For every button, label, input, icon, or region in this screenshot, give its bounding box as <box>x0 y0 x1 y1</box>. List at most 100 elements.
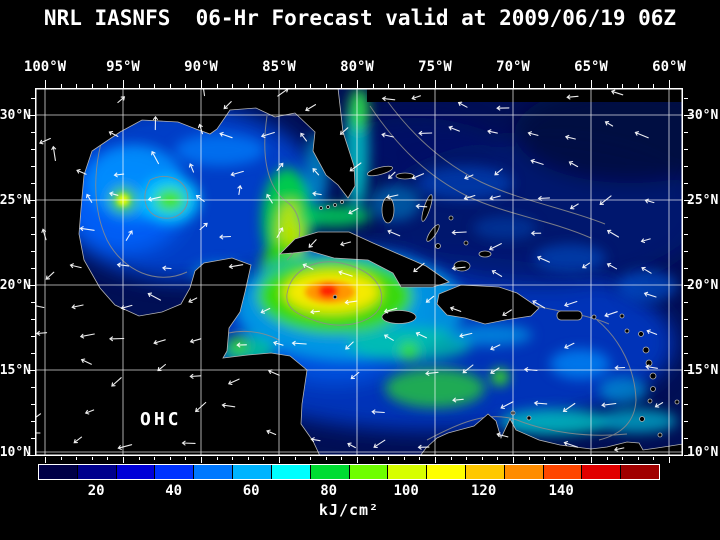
axis-tick-mark <box>372 84 374 88</box>
axis-tick-mark <box>403 84 405 88</box>
axis-tick-mark <box>325 84 327 88</box>
land-jamaica <box>381 310 417 324</box>
lon-tick-label: 60°W <box>652 59 686 75</box>
lon-axis-top: 100°W 95°W 90°W 85°W 80°W 75°W 70°W 65°W 60°W <box>24 59 686 77</box>
axis-tick-mark <box>310 84 312 88</box>
colorbar: 20 40 60 80 100 120 140 kJ/cm² <box>38 464 660 524</box>
colorbar-segment <box>504 465 543 479</box>
axis-tick-mark <box>684 149 688 150</box>
axis-tick-mark <box>684 370 692 371</box>
axis-tick-mark <box>684 404 688 405</box>
axis-tick-mark <box>559 84 561 88</box>
colorbar-segment <box>621 465 659 479</box>
axis-tick-mark <box>107 457 109 460</box>
colorbar-tick-label: 100 <box>393 483 419 499</box>
axis-tick-mark <box>450 457 452 460</box>
axis-tick-mark <box>31 183 35 184</box>
axis-tick-mark <box>653 457 655 460</box>
lat-tick-label: 15°N <box>0 363 31 378</box>
lon-tick-label: 80°W <box>340 59 374 75</box>
axis-tick-mark <box>575 84 577 88</box>
colorbar-tick-label: 120 <box>470 483 497 499</box>
axis-tick-mark <box>232 457 234 460</box>
axis-tick-mark <box>450 84 452 88</box>
axis-tick-mark <box>185 84 187 88</box>
lat-tick-label: 20°N <box>687 278 719 293</box>
axis-tick-mark <box>27 285 35 286</box>
axis-tick-mark <box>684 132 688 133</box>
axis-tick-mark <box>31 319 35 320</box>
axis-tick-mark <box>528 84 530 88</box>
colorbar-segment <box>77 465 116 479</box>
axis-tick-mark <box>232 84 234 88</box>
colorbar-segment <box>194 465 233 479</box>
map-border <box>35 88 683 456</box>
lat-axis-left: 30°N 25°N 20°N 15°N 10°N <box>0 88 32 460</box>
axis-tick-mark <box>481 84 483 88</box>
axis-tick-mark <box>684 336 688 337</box>
lon-tick-label: 90°W <box>184 59 218 75</box>
axis-tick-mark <box>31 149 35 150</box>
axis-tick-mark <box>31 421 35 422</box>
lat-tick-label: 30°N <box>687 108 719 123</box>
axis-tick-mark <box>247 457 249 460</box>
axis-tick-mark <box>591 457 592 463</box>
axis-tick-mark <box>544 84 546 88</box>
colorbar-segment <box>233 465 271 479</box>
axis-tick-mark <box>31 438 35 439</box>
axis-tick-mark <box>575 457 577 460</box>
axis-tick-mark <box>31 234 35 235</box>
axis-tick-mark <box>31 404 35 405</box>
axis-tick-mark <box>185 457 187 460</box>
graticule-layer <box>35 88 683 456</box>
lat-tick-label: 20°N <box>0 278 31 293</box>
axis-tick-mark <box>684 353 688 354</box>
axis-tick-mark <box>263 457 265 460</box>
colorbar-segment <box>388 465 427 479</box>
axis-tick-mark <box>45 457 46 463</box>
colorbar-tick-label: 20 <box>87 483 105 499</box>
axis-tick-mark <box>669 80 670 88</box>
colorbar-tick-label: 140 <box>548 483 574 499</box>
lon-tick-label: 70°W <box>496 59 530 75</box>
axis-tick-mark <box>388 457 390 460</box>
axis-tick-mark <box>684 421 688 422</box>
axis-tick-mark <box>466 84 468 88</box>
lon-tick-label: 75°W <box>418 59 452 75</box>
colorbar-unit: kJ/cm² <box>318 501 380 519</box>
lon-tick-label: 65°W <box>574 59 608 75</box>
axis-tick-mark <box>31 353 35 354</box>
axis-tick-mark <box>31 217 35 218</box>
axis-tick-mark <box>497 84 499 88</box>
axis-tick-mark <box>435 457 436 463</box>
axis-tick-mark <box>76 84 78 88</box>
forecast-map: OHC <box>35 88 683 456</box>
axis-tick-mark <box>31 98 35 99</box>
axis-tick-mark <box>31 302 35 303</box>
axis-tick-mark <box>419 84 421 88</box>
axis-tick-mark <box>60 84 62 88</box>
axis-tick-mark <box>559 457 561 460</box>
axis-tick-mark <box>169 84 171 88</box>
lon-tick-label: 100°W <box>23 59 67 75</box>
axis-tick-mark <box>684 183 688 184</box>
colorbar-tick-label: 40 <box>165 483 183 499</box>
lon-tick-label: 85°W <box>262 59 296 75</box>
axis-tick-mark <box>294 457 296 460</box>
colorbar-ticks: 20 40 60 80 100 120 140 <box>38 483 660 499</box>
axis-tick-mark <box>669 457 670 463</box>
vector-arrows-layer <box>35 88 664 452</box>
axis-tick-mark <box>27 455 35 456</box>
axis-tick-mark <box>622 457 624 460</box>
land-hispaniola <box>436 284 540 325</box>
axis-tick-mark <box>27 370 35 371</box>
axis-tick-mark <box>513 457 514 463</box>
axis-tick-mark <box>123 457 124 463</box>
axis-tick-mark <box>45 80 46 88</box>
axis-tick-mark <box>201 80 202 88</box>
colorbar-segment <box>582 465 621 479</box>
map-svg <box>35 88 683 456</box>
land-south-america <box>419 413 683 456</box>
axis-tick-mark <box>388 84 390 88</box>
